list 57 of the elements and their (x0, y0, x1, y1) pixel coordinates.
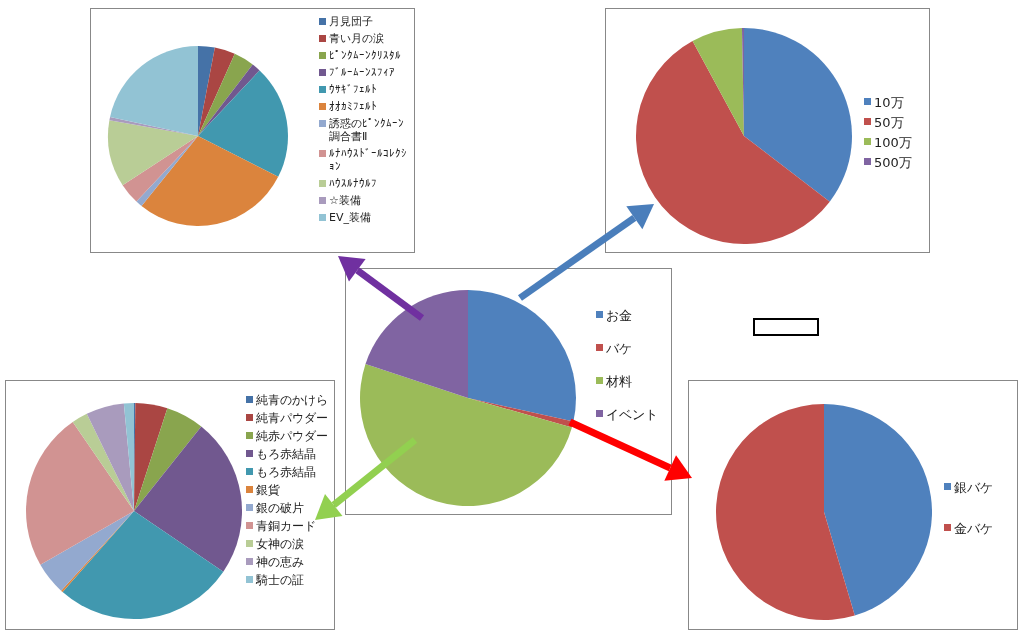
pie-slice (122, 136, 198, 202)
legend-label: 純青パウダー (256, 411, 328, 425)
legend-label: 青銅カード (256, 519, 316, 533)
pie-slice (360, 363, 572, 506)
pie-slice (824, 404, 932, 616)
pie-slice (134, 408, 202, 511)
legend-label: ☆装備 (329, 194, 361, 207)
legend-label: 100万 (874, 135, 912, 150)
legend-label: もろ赤結晶 (256, 447, 316, 461)
pie-slice (198, 53, 253, 136)
legend-label: 500万 (874, 155, 912, 170)
pie-slice (198, 47, 235, 136)
pie-slice (40, 511, 134, 591)
pie-slice (134, 403, 168, 511)
pie-slice (468, 290, 576, 422)
legend-label: もろ赤結晶 (256, 465, 316, 479)
legend-label: 50万 (874, 115, 904, 130)
pie-slice (692, 28, 744, 136)
legend-label: 材料 (606, 374, 632, 389)
legend-label: 女神の涙 (256, 537, 304, 551)
pie-slice (141, 136, 279, 226)
pie-slice (744, 28, 852, 202)
pie-slice (110, 46, 198, 136)
legend-label: 青い月の涙 (329, 32, 384, 45)
legend-label: お金 (606, 308, 632, 323)
pie-slice (198, 46, 215, 136)
legend-label: ﾌﾞﾙｰﾑｰﾝｽﾌｨｱ (329, 66, 395, 79)
legend-label: ﾙﾅﾊｳｽﾄﾞｰﾙｺﾚｸｼｮﾝ (329, 147, 408, 173)
pie-slice (108, 120, 198, 186)
legend-label: 10万 (874, 95, 904, 110)
pie-slice (198, 70, 288, 177)
pie-slice (365, 290, 468, 398)
legend-label: ﾋﾟﾝｸﾑｰﾝｸﾘｽﾀﾙ (329, 49, 401, 62)
legend-label: 月見団子 (329, 15, 373, 28)
pie-slice (26, 422, 134, 565)
legend-label: ｵｵｶﾐﾌｪﾙﾄ (329, 100, 377, 113)
legend-label: 騎士の証 (256, 573, 304, 587)
legend-label: 純青のかけら (256, 393, 328, 407)
pie-slice (134, 426, 242, 572)
pie-slice (86, 403, 134, 511)
pie-slice (109, 116, 198, 136)
pie-slice (72, 413, 134, 511)
legend-label: 純赤パウダー (256, 429, 328, 443)
legend-label: 銀の破片 (256, 501, 304, 515)
pie-slice (62, 511, 224, 619)
legend-label: ｳｻｷﾞﾌｪﾙﾄ (329, 83, 377, 96)
legend-label: ﾊｳｽﾙﾅｳﾙﾌ (329, 177, 377, 190)
legend-label: 誘惑のﾋﾟﾝｸﾑｰﾝ調合書Ⅱ (329, 117, 405, 143)
legend-label: 神の恵み (256, 555, 304, 569)
legend-label: 銀貨 (256, 483, 280, 497)
pie-slice (636, 41, 830, 244)
legend-label: イベント (606, 407, 658, 422)
legend-label: バケ (606, 341, 632, 356)
legend-label: 金バケ (954, 521, 993, 536)
pie-slice (716, 404, 855, 620)
legend-label: 銀バケ (954, 480, 993, 495)
legend-label: EV_装備 (329, 211, 371, 224)
